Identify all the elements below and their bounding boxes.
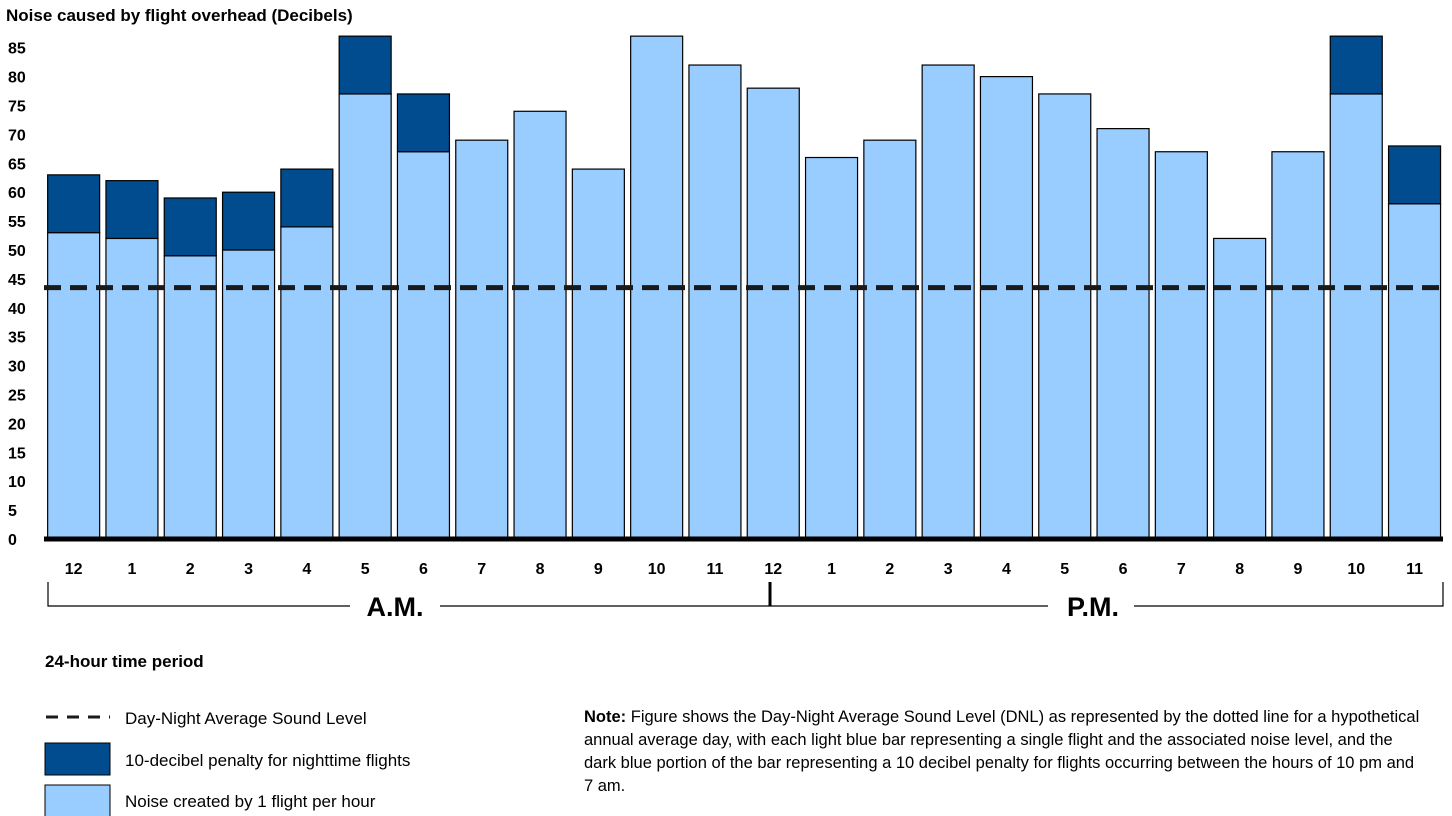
legend-penalty-label: 10-decibel penalty for nighttime flights bbox=[125, 751, 410, 770]
legend: Day-Night Average Sound Level 10-decibel… bbox=[44, 709, 410, 816]
y-tick-label: 60 bbox=[8, 185, 26, 202]
bar-night-penalty bbox=[47, 174, 101, 234]
y-tick-label: 70 bbox=[8, 127, 26, 144]
y-tick-label: 5 bbox=[8, 503, 17, 520]
y-tick-label: 45 bbox=[8, 272, 26, 289]
x-tick-label: 12 bbox=[65, 561, 83, 578]
bar-flight-noise bbox=[1387, 203, 1442, 540]
bar-flight-noise bbox=[1096, 128, 1150, 540]
bar-night-penalty bbox=[280, 168, 334, 228]
x-tick-label: 1 bbox=[127, 561, 136, 578]
bar-flight-noise bbox=[804, 156, 859, 540]
bar-flight-noise bbox=[979, 75, 1034, 540]
y-tick-label: 75 bbox=[8, 99, 26, 116]
bar-flight-noise bbox=[221, 249, 276, 540]
x-tick-label: 10 bbox=[1347, 561, 1365, 578]
x-tick-label: 7 bbox=[1177, 561, 1186, 578]
y-tick-label: 80 bbox=[8, 70, 26, 87]
x-tick-label: 9 bbox=[594, 561, 603, 578]
x-axis: 12 1 2 3 4 5 6 7 8 9 10 11 12 1 2 3 4 5 6 7 8 9 10 11 bbox=[65, 561, 1423, 578]
bar-flight-noise bbox=[47, 232, 101, 540]
y-tick-label: 10 bbox=[8, 474, 26, 491]
bar-night-penalty bbox=[163, 197, 217, 257]
x-tick-label: 5 bbox=[1060, 561, 1069, 578]
bar-flight-noise bbox=[688, 64, 742, 540]
x-tick-label: 2 bbox=[186, 561, 195, 578]
legend-dnl-label: Day-Night Average Sound Level bbox=[125, 709, 367, 728]
bar-night-penalty bbox=[1387, 145, 1442, 205]
x-tick-label: 8 bbox=[1235, 561, 1244, 578]
y-tick-label: 15 bbox=[8, 445, 26, 462]
chart-title: Noise caused by flight overhead (Decibel… bbox=[6, 6, 353, 25]
x-tick-label: 6 bbox=[419, 561, 428, 578]
x-tick-label: 12 bbox=[764, 561, 782, 578]
bar-flight-noise bbox=[921, 64, 975, 540]
bar-flight-noise bbox=[280, 226, 334, 540]
x-tick-label: 8 bbox=[536, 561, 545, 578]
y-tick-label: 35 bbox=[8, 330, 26, 347]
x-tick-label: 2 bbox=[885, 561, 894, 578]
y-tick-label: 20 bbox=[8, 416, 26, 433]
bar-flight-noise bbox=[163, 255, 217, 540]
y-tick-label: 25 bbox=[8, 388, 26, 405]
bar-night-penalty bbox=[105, 180, 159, 240]
y-tick-label: 40 bbox=[8, 301, 26, 318]
pm-label: P.M. bbox=[1067, 592, 1119, 622]
y-axis: 0 5 10 15 20 25 30 35 40 45 50 55 60 65 70 75 80 85 bbox=[8, 41, 26, 549]
y-tick-label: 30 bbox=[8, 359, 26, 376]
x-tick-label: 4 bbox=[302, 561, 311, 578]
bar-flight-noise bbox=[863, 139, 917, 540]
bar-flight-noise bbox=[338, 93, 392, 540]
bar-night-penalty bbox=[396, 93, 451, 153]
y-tick-label: 65 bbox=[8, 156, 26, 173]
note-text: Figure shows the Day-Night Average Sound… bbox=[584, 708, 1420, 795]
period-bracket: A.M. P.M. bbox=[47, 582, 1444, 622]
bar-flight-noise bbox=[1271, 151, 1325, 540]
y-tick-label: 85 bbox=[8, 41, 26, 58]
legend-penalty-swatch bbox=[44, 742, 111, 776]
x-axis-title: 24-hour time period bbox=[45, 652, 204, 671]
x-tick-label: 11 bbox=[706, 561, 723, 578]
bar-flight-noise bbox=[513, 110, 567, 540]
x-tick-label: 3 bbox=[944, 561, 953, 578]
am-label: A.M. bbox=[367, 592, 424, 622]
bar-night-penalty bbox=[1329, 35, 1383, 95]
x-tick-label: 11 bbox=[1406, 561, 1423, 578]
bar-night-penalty bbox=[221, 191, 276, 251]
bar-flight-noise bbox=[1213, 237, 1267, 540]
x-tick-label: 4 bbox=[1002, 561, 1011, 578]
y-tick-label: 55 bbox=[8, 214, 26, 231]
x-tick-label: 7 bbox=[477, 561, 486, 578]
bar-flight-noise bbox=[1329, 93, 1383, 540]
x-tick-label: 10 bbox=[648, 561, 666, 578]
bar-flight-noise bbox=[396, 151, 451, 540]
x-tick-label: 1 bbox=[827, 561, 836, 578]
x-tick-label: 9 bbox=[1293, 561, 1302, 578]
x-tick-label: 5 bbox=[361, 561, 370, 578]
bar-flight-noise bbox=[1038, 93, 1092, 540]
note-lead: Note: bbox=[584, 708, 627, 726]
x-tick-label: 6 bbox=[1119, 561, 1128, 578]
bar-night-penalty bbox=[338, 35, 392, 95]
bar-flight-noise bbox=[746, 87, 800, 540]
note: Note: Figure shows the Day-Night Average… bbox=[584, 706, 1424, 798]
legend-flight-swatch bbox=[44, 784, 111, 816]
bar-flight-noise bbox=[105, 237, 159, 540]
y-tick-label: 50 bbox=[8, 243, 26, 260]
legend-flight-label: Noise created by 1 flight per hour bbox=[125, 792, 376, 811]
bar-flight-noise bbox=[571, 168, 625, 540]
bar-flight-noise bbox=[1154, 151, 1208, 540]
x-tick-label: 3 bbox=[244, 561, 253, 578]
y-tick-label: 0 bbox=[8, 532, 17, 549]
bar-flight-noise bbox=[455, 139, 509, 540]
